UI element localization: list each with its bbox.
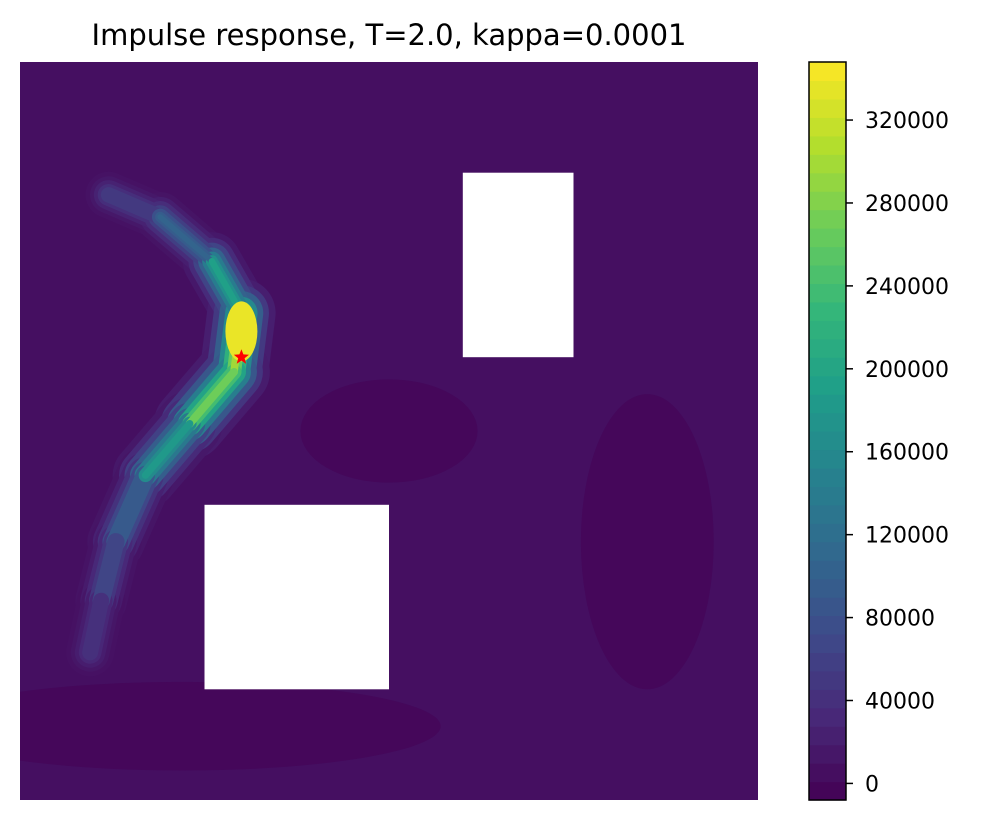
plume-segment <box>141 419 194 479</box>
background-lobe <box>20 681 441 771</box>
colorbar-band <box>809 781 846 801</box>
colorbar-tick-label: 80000 <box>865 607 935 632</box>
colorbar-band <box>809 135 846 155</box>
plume-segment <box>157 214 215 265</box>
colorbar-band <box>809 504 846 524</box>
colorbar-tick-label: 40000 <box>865 689 935 714</box>
colorbar-band <box>809 431 846 451</box>
colorbar-band <box>809 283 846 303</box>
colorbar-band <box>809 615 846 635</box>
upper-right-obstacle <box>462 172 574 358</box>
colorbar-bands <box>809 62 846 801</box>
colorbar-band <box>809 394 846 414</box>
colorbar-band <box>809 763 846 783</box>
colorbar-band <box>809 486 846 506</box>
colorbar-band <box>809 412 846 432</box>
colorbar-band <box>809 117 846 137</box>
background-lobe <box>580 394 714 690</box>
colorbar-tick-label: 200000 <box>865 358 949 383</box>
colorbar-band <box>809 338 846 358</box>
colorbar-band <box>809 62 846 82</box>
colorbar-band <box>809 98 846 118</box>
colorbar-band <box>809 375 846 395</box>
plume-segment <box>92 533 125 610</box>
colorbar-band <box>809 209 846 229</box>
colorbar-tick-label: 280000 <box>865 192 949 217</box>
colorbar-band <box>809 689 846 709</box>
source-marker-star <box>233 349 249 364</box>
colorbar-tick-label: 160000 <box>865 441 949 466</box>
colorbar-tick-label: 320000 <box>865 109 949 134</box>
colorbar-band <box>809 80 846 100</box>
colorbar-tick-label: 0 <box>865 772 879 797</box>
colorbar-band <box>809 320 846 340</box>
colorbar-band <box>809 726 846 746</box>
plume-segment <box>185 367 239 428</box>
colorbar-band <box>809 172 846 192</box>
colorbar-band <box>809 578 846 598</box>
colorbar-band <box>809 560 846 580</box>
colorbar-band <box>809 633 846 653</box>
colorbar-band <box>809 154 846 174</box>
lower-left-obstacle <box>204 504 389 690</box>
plume-segment <box>106 465 156 552</box>
colorbar-frame <box>808 61 847 801</box>
colorbar-band <box>809 449 846 469</box>
colorbar-band <box>809 707 846 727</box>
plume-segment <box>82 592 110 661</box>
colorbar-band <box>809 744 846 764</box>
colorbar-band <box>809 264 846 284</box>
colorbar-band <box>809 191 846 211</box>
colorbar-band <box>809 541 846 561</box>
obstacles <box>204 172 574 690</box>
colorbar-band <box>809 246 846 266</box>
colorbar-band <box>809 670 846 690</box>
plot-area <box>20 62 758 800</box>
colorbar-band <box>809 652 846 672</box>
colorbar-band <box>809 301 846 321</box>
plume-core <box>225 301 258 362</box>
colorbar-band <box>809 597 846 617</box>
colorbar-tick-label: 240000 <box>865 275 949 300</box>
chart-title: Impulse response, T=2.0, kappa=0.0001 <box>92 18 687 52</box>
colorbar-band <box>809 357 846 377</box>
background-lobe <box>300 379 478 483</box>
colorbar-ticks: 0 40000 80000 120000 160000 200000 240000 28000… <box>846 109 949 797</box>
colorbar: 0 40000 80000 120000 160000 200000 240000 28000… <box>808 61 949 801</box>
colorbar-tick-label: 120000 <box>865 524 949 549</box>
field-contours <box>20 171 714 771</box>
colorbar-band <box>809 467 846 487</box>
colorbar-band <box>809 228 846 248</box>
colorbar-band <box>809 523 846 543</box>
plume-segment <box>100 187 168 225</box>
